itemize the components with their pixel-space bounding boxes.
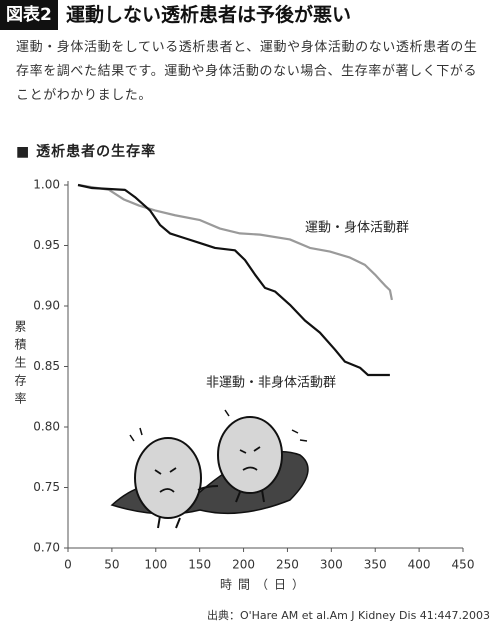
x-tick-label: 150 bbox=[188, 558, 211, 572]
faces bbox=[154, 446, 261, 493]
series-label: 非運動・非身体活動群 bbox=[206, 375, 336, 391]
x-tick-label: 0 bbox=[64, 558, 72, 572]
y-tick-label: 0.85 bbox=[33, 359, 60, 373]
limbs bbox=[157, 485, 265, 529]
x-axis-label: 時間（日） bbox=[220, 578, 310, 592]
y-tick-label: 0.80 bbox=[33, 420, 60, 434]
illustration bbox=[110, 409, 309, 529]
source: 出典：O'Hare AM et al.Am J Kidney Dis 41:44… bbox=[207, 608, 490, 622]
series-line bbox=[77, 183, 393, 301]
figure-left bbox=[134, 437, 202, 519]
y-axis-label: 累積生存率 bbox=[13, 320, 27, 410]
x-tick-label: 250 bbox=[276, 558, 299, 572]
series-line bbox=[77, 183, 390, 377]
x-tick-label: 400 bbox=[408, 558, 431, 572]
y-tick-label: 0.95 bbox=[33, 238, 60, 252]
x-tick-label: 350 bbox=[364, 558, 387, 572]
y-tick-label: 1.00 bbox=[33, 178, 60, 192]
chart-heading: ■ 透析患者の生存率 bbox=[16, 144, 157, 160]
figure-right bbox=[217, 416, 283, 494]
y-tick-label: 0.90 bbox=[33, 299, 60, 313]
y-tick-label: 0.75 bbox=[33, 480, 60, 494]
x-tick-label: 100 bbox=[144, 558, 167, 572]
y-tick-label: 0.70 bbox=[33, 541, 60, 555]
x-tick-label: 300 bbox=[320, 558, 343, 572]
series-label: 運動・身体活動群 bbox=[305, 220, 409, 236]
figure-badge: 図表2 bbox=[0, 0, 58, 30]
motion-lines bbox=[129, 409, 308, 442]
x-tick-label: 450 bbox=[452, 558, 475, 572]
title: 運動しない透析患者は予後が悪い bbox=[66, 4, 352, 26]
x-tick-label: 50 bbox=[104, 558, 119, 572]
subtitle: 運動・身体活動をしている透析患者と、運動や身体活動のない透析患者の生存率を調べた… bbox=[16, 40, 478, 103]
x-tick-label: 200 bbox=[232, 558, 255, 572]
